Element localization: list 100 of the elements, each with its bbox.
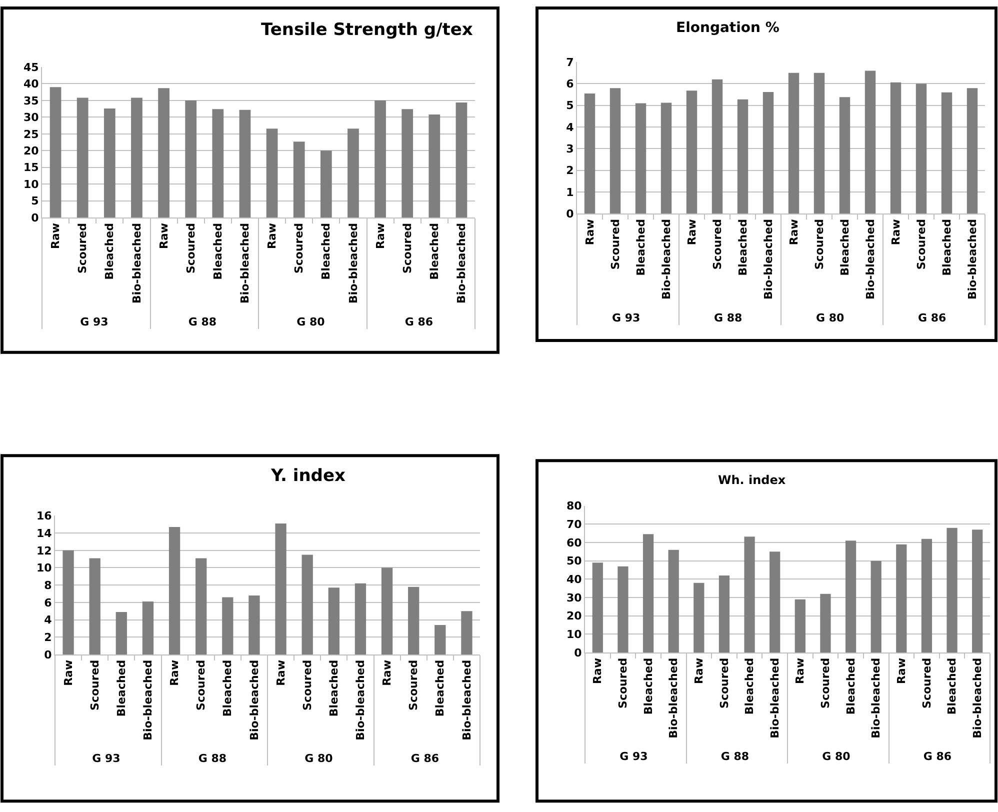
bar xyxy=(946,528,958,652)
x-tick-label: Scoured xyxy=(400,222,414,274)
x-tick-label: Bio-bleached xyxy=(130,222,144,304)
bar xyxy=(408,586,420,654)
y-tick-label: 10 xyxy=(23,178,40,191)
bar xyxy=(348,128,359,218)
text: G 86 xyxy=(918,311,946,324)
x-tick-label: Bleached xyxy=(320,222,333,280)
y-tick-label: 0 xyxy=(566,207,574,220)
x-tick-label: Bleached xyxy=(114,660,128,717)
bar xyxy=(788,72,800,214)
text: G 80 xyxy=(822,750,851,764)
y-tick-label: 70 xyxy=(566,518,582,532)
x-tick-label: Scoured xyxy=(819,658,832,708)
bar xyxy=(694,582,704,652)
x-tick-label: Bio-bleached xyxy=(768,658,782,738)
x-tick-label: Bleached xyxy=(642,658,655,715)
x-tick-label: Raw xyxy=(168,660,182,686)
x-tick-label: Scoured xyxy=(710,219,724,270)
x-tick-label: Raw xyxy=(583,219,596,246)
y-tick-label: 12 xyxy=(36,544,52,558)
x-tick-label: Raw xyxy=(794,658,807,684)
bar xyxy=(762,92,774,214)
y-tick-label: 25 xyxy=(23,128,39,141)
bar xyxy=(584,93,596,214)
bar xyxy=(142,602,154,654)
x-tick-label: Bio-bleached xyxy=(238,222,252,304)
y-tick-label: 50 xyxy=(566,554,582,568)
bar xyxy=(428,114,440,218)
text: G 88 xyxy=(198,752,227,766)
y-tick-label: 3 xyxy=(566,142,574,156)
x-tick-label: Scoured xyxy=(292,222,306,274)
bar xyxy=(354,583,366,654)
bar xyxy=(916,84,927,214)
bar xyxy=(381,568,393,654)
bar xyxy=(302,554,313,654)
x-tick-label: Bleached xyxy=(327,660,340,717)
bar xyxy=(434,624,446,654)
x-tick-label: Scoured xyxy=(608,219,622,270)
x-tick-label: Bleached xyxy=(103,222,116,280)
bar xyxy=(104,108,116,218)
x-tick-label: Bio-bleached xyxy=(460,660,474,740)
bar xyxy=(248,595,260,654)
x-tick-label: Bio-bleached xyxy=(870,658,883,738)
text: G 80 xyxy=(816,311,844,324)
bar xyxy=(212,109,224,218)
x-tick-label: Raw xyxy=(685,219,698,246)
x-tick-label: Bio-bleached xyxy=(346,222,360,304)
bar xyxy=(76,98,88,218)
x-tick-label: Bleached xyxy=(434,660,447,717)
bar xyxy=(870,560,882,652)
x-tick-label: Raw xyxy=(889,219,902,246)
text: G 86 xyxy=(410,752,440,766)
x-tick-label: Bio-bleached xyxy=(970,658,984,738)
x-tick-label: Bio-bleached xyxy=(966,219,979,300)
bar xyxy=(374,100,386,218)
x-tick-label: Bio-bleached xyxy=(455,222,468,304)
bar xyxy=(328,588,340,654)
bar xyxy=(864,70,876,214)
y-tick-label: 4 xyxy=(566,120,574,134)
x-tick-label: Bio-bleached xyxy=(864,219,877,300)
chart-title: Wh. index xyxy=(718,473,786,487)
y-tick-label: 14 xyxy=(36,526,52,540)
chart-title: Y. index xyxy=(270,466,346,486)
x-tick-label: Scoured xyxy=(920,658,934,708)
y-tick-label: 4 xyxy=(44,614,52,627)
y-tick-label: 40 xyxy=(23,78,40,91)
text: G 86 xyxy=(923,750,952,764)
y-tick-label: 40 xyxy=(566,573,582,586)
bar xyxy=(293,142,305,218)
bar xyxy=(814,72,825,214)
x-tick-label: Scoured xyxy=(194,660,208,710)
bar xyxy=(737,99,748,214)
x-tick-label: Scoured xyxy=(616,658,630,708)
bar xyxy=(794,599,806,652)
x-tick-label: Scoured xyxy=(184,222,198,274)
text: G 86 xyxy=(404,315,434,328)
bar xyxy=(592,562,603,652)
bar xyxy=(158,88,170,218)
bar xyxy=(168,526,180,654)
text: G 93 xyxy=(92,752,120,766)
y-tick-label: 16 xyxy=(36,510,52,523)
bar xyxy=(402,109,414,218)
bar xyxy=(820,594,831,652)
y-tick-label: 7 xyxy=(566,56,574,69)
x-tick-label: Bleached xyxy=(221,660,234,717)
bar xyxy=(890,82,902,214)
x-tick-label: Scoured xyxy=(300,660,314,710)
bar xyxy=(266,128,278,218)
x-tick-label: Bleached xyxy=(428,222,441,280)
bar xyxy=(660,102,672,214)
x-tick-label: Raw xyxy=(787,219,800,246)
y-tick-label: 5 xyxy=(566,99,574,112)
y-tick-label: 6 xyxy=(44,596,52,610)
y-tick-label: 8 xyxy=(44,578,52,592)
bar xyxy=(456,102,468,218)
text: G 93 xyxy=(620,750,648,764)
x-tick-label: Scoured xyxy=(812,219,826,270)
y-tick-label: 6 xyxy=(566,78,574,91)
x-tick-label: Raw xyxy=(62,660,75,686)
